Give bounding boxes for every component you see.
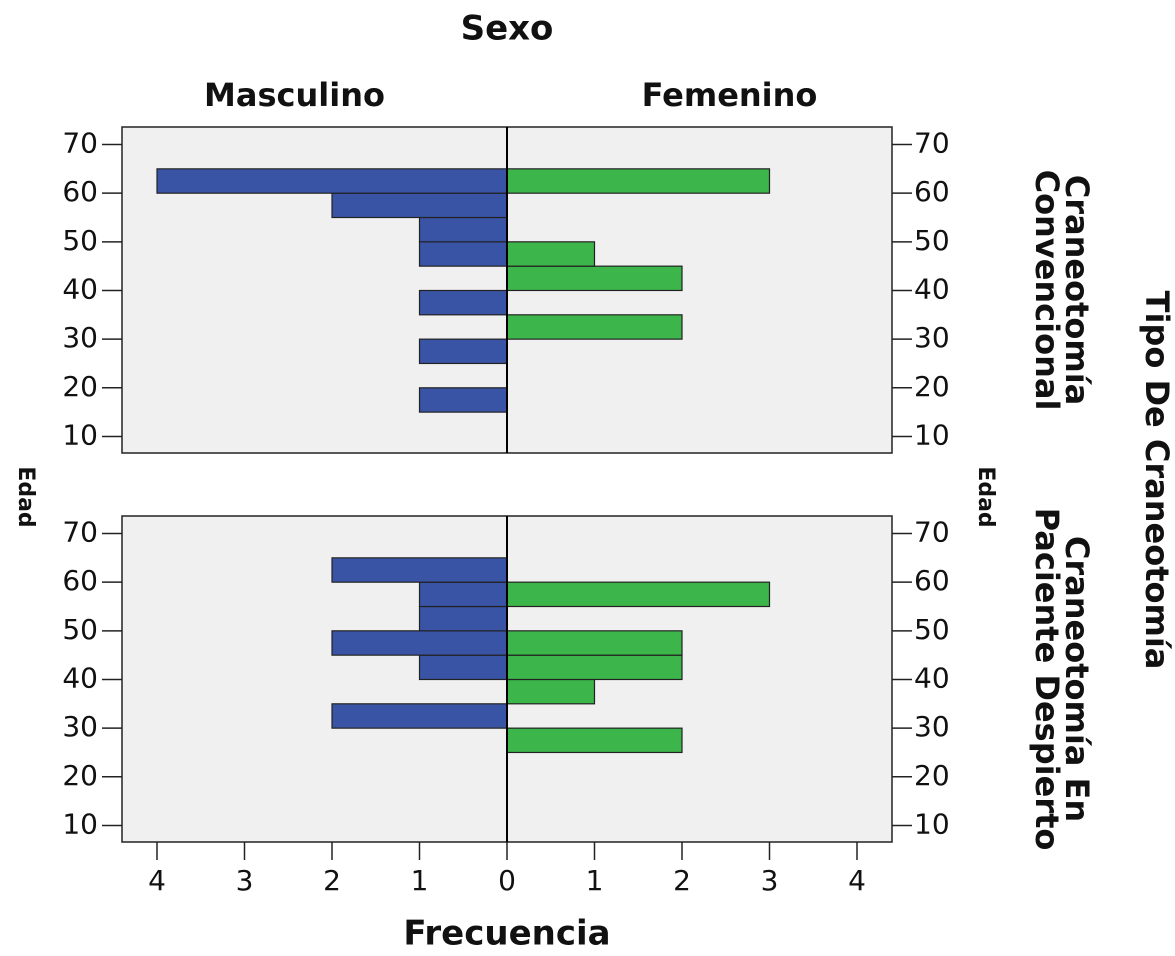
bar bbox=[331, 703, 508, 729]
y-tick-label: 30 bbox=[62, 321, 98, 354]
chart-title: Sexo bbox=[461, 9, 554, 49]
x-tick-label: 1 bbox=[586, 864, 604, 897]
bar bbox=[331, 192, 508, 219]
y-tick-label-right: 60 bbox=[914, 175, 950, 208]
y-axis-label: Edad bbox=[13, 466, 38, 527]
x-tick-label: 2 bbox=[673, 864, 691, 897]
panel-label: Convencional bbox=[1028, 170, 1066, 411]
x-tick-label: 4 bbox=[148, 864, 166, 897]
bar bbox=[506, 314, 683, 340]
y-tick-label: 50 bbox=[62, 613, 98, 646]
y-tick-label-right: 10 bbox=[914, 418, 950, 451]
y-tick-label-right: 30 bbox=[914, 710, 950, 743]
bar bbox=[506, 265, 683, 292]
y-tick-label: 20 bbox=[62, 370, 98, 403]
y-tick-label-right: 10 bbox=[914, 807, 950, 840]
y-tick-label-right: 70 bbox=[914, 127, 950, 160]
y-tick-label: 60 bbox=[62, 564, 98, 597]
x-tick-label: 2 bbox=[323, 864, 341, 897]
x-tick-label: 1 bbox=[411, 864, 429, 897]
panel-label: Paciente Despierto bbox=[1028, 508, 1066, 851]
bar bbox=[418, 387, 508, 413]
bar bbox=[156, 168, 508, 194]
bar bbox=[418, 289, 508, 316]
bar bbox=[331, 557, 508, 583]
y-tick-label: 70 bbox=[62, 127, 98, 160]
column-header: Femenino bbox=[642, 76, 818, 114]
bar bbox=[506, 727, 683, 754]
x-axis-label: Frecuencia bbox=[403, 914, 610, 954]
column-header: Masculino bbox=[204, 76, 385, 114]
y-tick-label-right: 20 bbox=[914, 370, 950, 403]
bar bbox=[506, 630, 683, 656]
y-tick-label: 20 bbox=[62, 759, 98, 792]
y-tick-label: 30 bbox=[62, 710, 98, 743]
bar bbox=[506, 241, 596, 267]
row-title: Tipo De Craneotomía bbox=[1138, 291, 1175, 670]
x-tick-label: 4 bbox=[848, 864, 866, 897]
y-tick-label: 40 bbox=[62, 661, 98, 694]
y-tick-label-right: 40 bbox=[914, 272, 950, 305]
y-tick-label-right: 20 bbox=[914, 759, 950, 792]
x-tick-label: 3 bbox=[761, 864, 779, 897]
y-axis-label-right: Edad bbox=[973, 466, 998, 527]
y-tick-label: 40 bbox=[62, 272, 98, 305]
y-tick-label-right: 30 bbox=[914, 321, 950, 354]
y-tick-label-right: 60 bbox=[914, 564, 950, 597]
y-tick-label: 10 bbox=[62, 807, 98, 840]
bar bbox=[506, 581, 771, 608]
x-tick-label: 3 bbox=[236, 864, 254, 897]
bar bbox=[331, 630, 508, 656]
bar bbox=[418, 605, 508, 632]
bar bbox=[418, 581, 508, 608]
bar bbox=[506, 678, 596, 705]
y-tick-label: 60 bbox=[62, 175, 98, 208]
y-tick-label: 50 bbox=[62, 224, 98, 257]
bar bbox=[418, 338, 508, 365]
bar bbox=[418, 654, 508, 681]
y-tick-label-right: 40 bbox=[914, 661, 950, 694]
bar bbox=[418, 241, 508, 267]
y-tick-label-right: 50 bbox=[914, 613, 950, 646]
bar bbox=[506, 168, 771, 194]
panel-label: Craneotomía En bbox=[1058, 536, 1096, 822]
bar bbox=[418, 216, 508, 243]
x-tick-label: 0 bbox=[498, 864, 516, 897]
bar bbox=[506, 654, 683, 681]
y-tick-label: 70 bbox=[62, 516, 98, 549]
y-tick-label-right: 70 bbox=[914, 516, 950, 549]
panel-label: Craneotomía bbox=[1058, 175, 1096, 406]
y-tick-label: 10 bbox=[62, 418, 98, 451]
y-tick-label-right: 50 bbox=[914, 224, 950, 257]
